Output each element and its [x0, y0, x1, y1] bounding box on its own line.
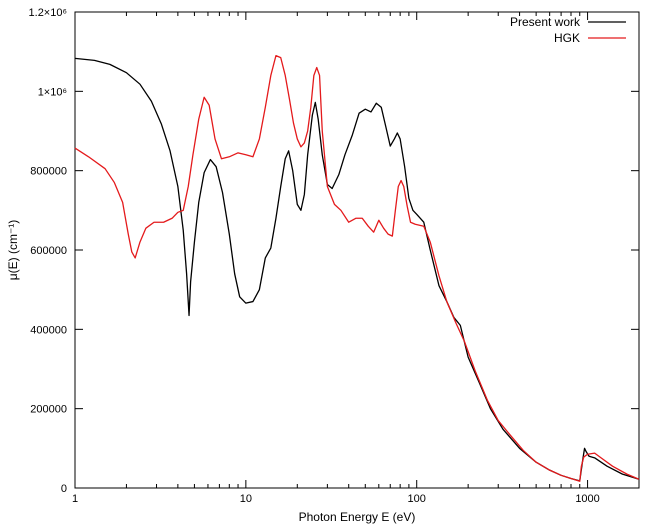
- series-line-hgk: [74, 54, 640, 482]
- series-lines: [74, 54, 640, 482]
- plot-frame: [74, 11, 640, 489]
- y-tick-label: 1.2×10⁶: [29, 7, 67, 19]
- x-axis-label: Photon Energy E (eV): [299, 510, 416, 524]
- series-line-present-work: [74, 57, 640, 482]
- x-tick-label: 1000: [575, 493, 599, 505]
- y-tick-label: 400000: [30, 324, 67, 336]
- legend-label: Present work: [510, 15, 581, 29]
- y-tick-label: 200000: [30, 404, 67, 416]
- y-tick-label: 800000: [30, 166, 67, 178]
- y-tick-label: 600000: [30, 245, 67, 257]
- y-axis-label: μ(E) (cm⁻¹): [6, 220, 20, 281]
- x-tick-label: 100: [408, 493, 426, 505]
- x-tick-label: 10: [240, 493, 252, 505]
- y-tick-label: 0: [61, 483, 67, 495]
- x-tick-label: 1: [72, 493, 78, 505]
- x-ticks: 1 10 100 1000: [72, 12, 640, 505]
- y-tick-label: 1×10⁶: [38, 86, 67, 98]
- legend-label: HGK: [554, 31, 580, 45]
- y-ticks: 0 200000 400000 600000 800000 1×10⁶ 1.2×10⁶: [29, 7, 639, 495]
- legend: Present work HGK: [510, 15, 626, 45]
